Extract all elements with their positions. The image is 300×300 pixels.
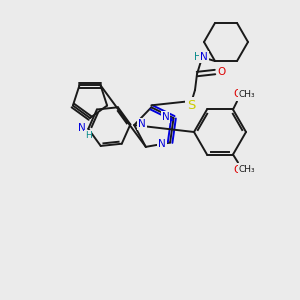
Text: H: H bbox=[194, 52, 202, 62]
Text: CH₃: CH₃ bbox=[239, 90, 255, 99]
Text: O: O bbox=[218, 67, 226, 77]
Text: H: H bbox=[85, 130, 92, 140]
Text: O: O bbox=[233, 89, 241, 100]
Text: O: O bbox=[233, 164, 241, 175]
Text: S: S bbox=[187, 99, 195, 112]
Text: N: N bbox=[200, 52, 208, 62]
Text: CH₃: CH₃ bbox=[239, 165, 255, 174]
Text: N: N bbox=[162, 112, 170, 122]
Text: N: N bbox=[158, 139, 166, 148]
Text: N: N bbox=[138, 119, 146, 129]
Text: N: N bbox=[78, 123, 86, 133]
